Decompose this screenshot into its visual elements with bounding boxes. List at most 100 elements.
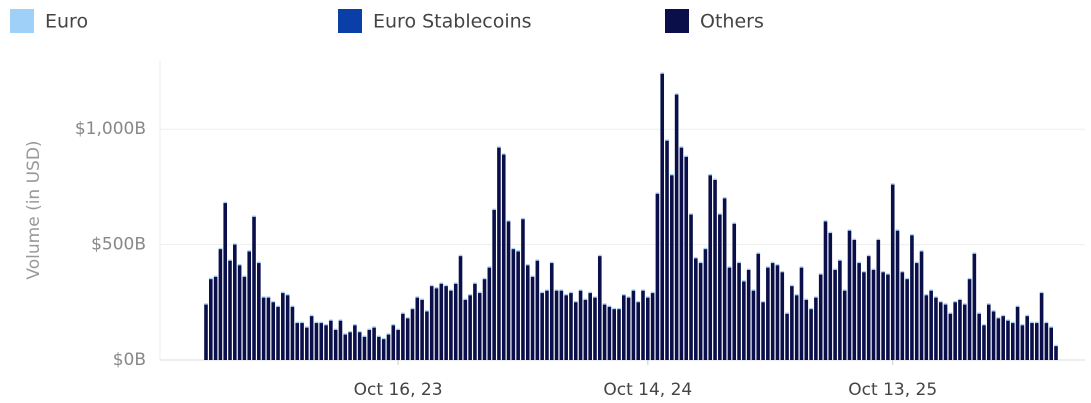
bar-segment — [405, 318, 410, 360]
bar-segment — [473, 282, 477, 284]
bar-segment — [305, 327, 309, 360]
bar-segment — [266, 297, 271, 360]
legend-swatch — [10, 9, 34, 33]
bar-segment — [890, 184, 895, 360]
bar-segment — [626, 297, 631, 360]
bar-segment — [357, 330, 362, 333]
bar-segment — [766, 267, 770, 360]
bar-segment — [309, 316, 314, 360]
bar-segment — [694, 258, 698, 360]
bar-segment — [708, 175, 713, 360]
bar-segment — [305, 326, 309, 328]
bar-segment — [381, 337, 386, 339]
bar-segment — [1015, 305, 1020, 307]
bar-segment — [698, 261, 703, 263]
bar-segment — [617, 309, 621, 360]
bar-segment — [343, 333, 348, 335]
bar-segment — [742, 281, 746, 360]
bar-segment — [655, 192, 660, 194]
bar-segment — [977, 313, 981, 360]
bar-segment — [790, 286, 794, 360]
bar-segment — [233, 243, 237, 245]
bar-segment — [607, 305, 612, 307]
bar-segment — [919, 250, 924, 252]
bar-segment — [410, 307, 415, 309]
bar-segment — [439, 283, 444, 360]
bar-segment — [583, 300, 588, 360]
bar-segment — [862, 270, 866, 273]
bar-segment — [223, 201, 228, 203]
bar-segment — [300, 323, 304, 360]
bar-segment — [348, 330, 352, 333]
bar-segment — [535, 259, 540, 261]
bar-segment — [818, 273, 823, 275]
bar-segment — [449, 290, 453, 360]
bar-segment — [511, 247, 516, 249]
bar-segment — [991, 311, 996, 360]
bar-segment — [285, 294, 290, 296]
bar-segment — [602, 304, 607, 360]
bar-segment — [886, 274, 890, 360]
bar-segment — [564, 295, 568, 360]
bar-segment — [434, 288, 439, 360]
bar-segment — [962, 303, 967, 305]
bar-segment — [204, 304, 208, 360]
bar-segment — [588, 291, 592, 293]
bar-segment — [204, 303, 208, 305]
bar-segment — [439, 282, 444, 284]
bar-segment — [501, 154, 506, 360]
bar-segment — [780, 270, 785, 273]
bar-segment — [353, 324, 357, 326]
bar-segment — [713, 180, 717, 360]
bar-segment — [775, 264, 780, 266]
bar-segment — [271, 302, 276, 360]
bar-segment — [991, 310, 996, 312]
bar-segment — [362, 336, 367, 360]
bar-segment — [482, 277, 487, 279]
bar-segment — [929, 289, 933, 291]
bar-segment — [415, 296, 420, 298]
bar-segment — [415, 297, 420, 360]
bar-segment — [578, 290, 583, 360]
bar-segment — [492, 210, 496, 360]
bar-segment — [737, 261, 741, 263]
bar-segment — [847, 230, 852, 360]
bar-segment — [549, 261, 554, 263]
bar-segment — [540, 293, 544, 360]
bar-segment — [751, 290, 756, 360]
bar-segment — [833, 270, 837, 360]
bar-segment — [886, 273, 890, 275]
bar-segment — [674, 93, 679, 95]
bar-segment — [420, 300, 424, 360]
bar-segment — [838, 259, 842, 261]
bar-segment — [996, 317, 1001, 319]
bar-segment — [718, 213, 722, 215]
bar-segment — [506, 221, 511, 360]
legend-label: Euro — [45, 11, 88, 33]
bar-segment — [895, 230, 900, 360]
bar-segment — [924, 294, 929, 296]
bar-segment — [1030, 321, 1034, 323]
bar-segment — [823, 220, 828, 222]
bar-segment — [641, 289, 645, 291]
bar-segment — [689, 214, 693, 360]
bar-segment — [1030, 323, 1034, 360]
bar-segment — [281, 291, 285, 293]
bar-segment — [261, 297, 266, 360]
bar-segment — [237, 265, 242, 360]
bar-segment — [597, 254, 602, 256]
bar-segment — [583, 298, 588, 300]
bar-segment — [420, 298, 424, 300]
bar-segment — [261, 296, 266, 298]
bar-segment — [396, 330, 400, 360]
bar-segment — [209, 277, 213, 279]
bar-segment — [516, 251, 520, 360]
bar-segment — [828, 231, 833, 233]
bar-segment — [554, 290, 559, 360]
bar-segment — [617, 307, 621, 309]
bar-segment — [247, 250, 252, 252]
bar-segment — [458, 256, 463, 360]
bar-segment — [573, 300, 578, 303]
bar-segment — [401, 313, 405, 360]
bar-segment — [674, 94, 679, 360]
